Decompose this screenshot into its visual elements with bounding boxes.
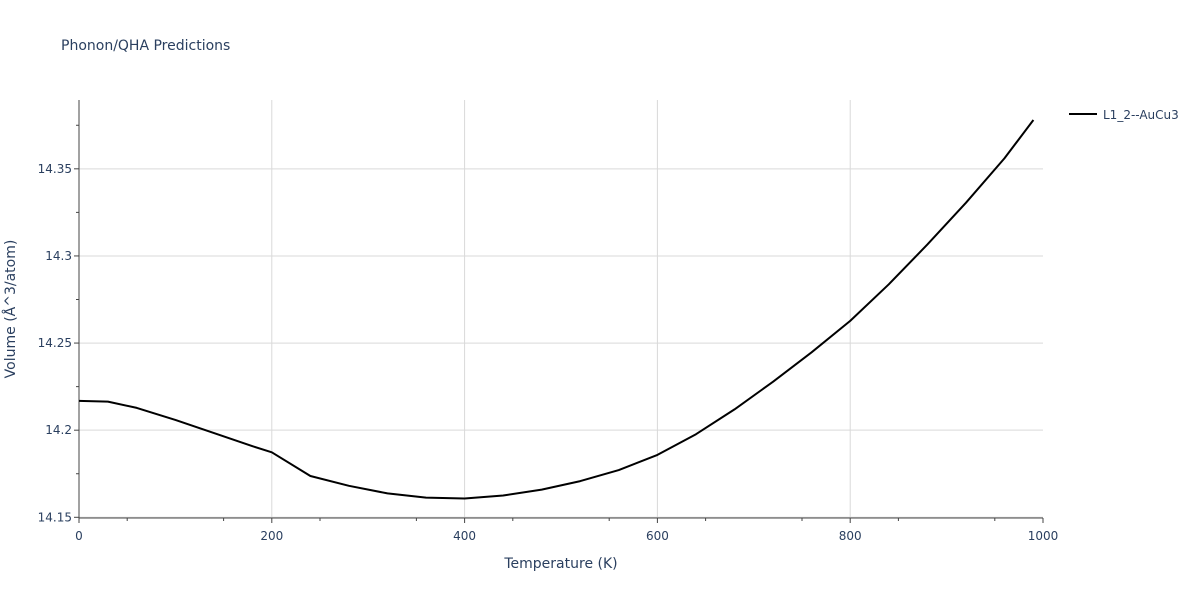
y-tick-label: 14.35 bbox=[38, 162, 72, 176]
legend[interactable]: L1_2--AuCu3 bbox=[1069, 108, 1179, 122]
x-axis-title: Temperature (K) bbox=[503, 556, 617, 572]
legend-label: L1_2--AuCu3 bbox=[1103, 108, 1179, 122]
series bbox=[78, 119, 1035, 500]
y-tick-label: 14.25 bbox=[38, 336, 72, 350]
y-axis-title: Volume (Å^3/atom) bbox=[2, 240, 19, 379]
x-tick-label: 1000 bbox=[1028, 529, 1059, 543]
x-tick-label: 0 bbox=[75, 529, 83, 543]
x-ticks: 0 200 400 600 800 1000 bbox=[75, 518, 1058, 543]
axes bbox=[78, 100, 1043, 519]
x-tick-label: 400 bbox=[453, 529, 476, 543]
x-tick-label: 200 bbox=[260, 529, 283, 543]
y-tick-label: 14.2 bbox=[45, 423, 72, 437]
y-tick-label: 14.15 bbox=[38, 510, 72, 524]
series-line bbox=[78, 119, 1035, 500]
y-tick-label: 14.3 bbox=[45, 249, 72, 263]
x-tick-label: 600 bbox=[646, 529, 669, 543]
y-ticks: 14.15 14.2 14.25 14.3 14.35 bbox=[38, 124, 79, 524]
x-tick-label: 800 bbox=[839, 529, 862, 543]
chart-title: Phonon/QHA Predictions bbox=[61, 38, 230, 54]
grid bbox=[79, 100, 1043, 518]
